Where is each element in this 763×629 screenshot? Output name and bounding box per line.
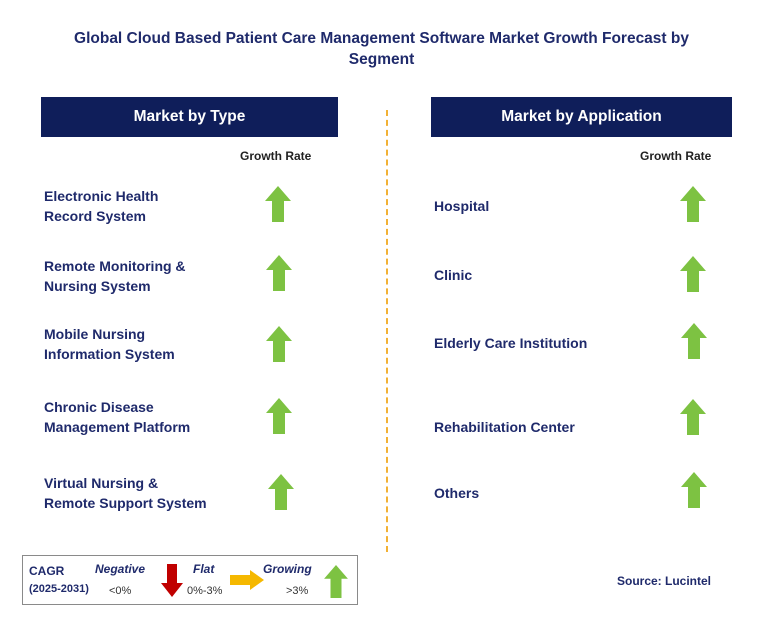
type-row-4-line2: Management Platform — [44, 419, 191, 435]
type-row-1-growing-arrow-icon — [265, 186, 291, 222]
type-row-2-growing-arrow-icon — [266, 255, 292, 291]
cagr-legend: CAGR (2025-2031) Negative <0% Flat 0%-3%… — [22, 555, 358, 605]
source-label: Source: Lucintel — [617, 574, 712, 588]
panel-divider — [386, 110, 388, 552]
market-by-type-label: Market by Type — [133, 108, 246, 125]
application-row-2-growing-arrow-icon — [680, 256, 706, 292]
application-row-5-label: Others — [434, 485, 480, 501]
type-row-5-growing-arrow-icon — [268, 474, 294, 510]
type-row-5-line2: Remote Support System — [44, 495, 207, 511]
type-row-2-label: Remote Monitoring & Nursing System — [44, 256, 186, 296]
type-row-5-line1: Virtual Nursing & — [44, 475, 159, 491]
legend-negative-label: Negative — [95, 562, 146, 576]
type-row-1-line2: Record System — [44, 208, 146, 224]
type-row-4-label: Chronic Disease Management Platform — [44, 397, 190, 437]
application-row-4-label: Rehabilitation Center — [434, 419, 575, 435]
type-row-4-line1: Chronic Disease — [44, 399, 154, 415]
negative-arrow-icon — [161, 564, 183, 597]
application-row-5-growing-arrow-icon — [681, 472, 707, 508]
type-row-1-line1: Electronic Health — [44, 188, 159, 204]
legend-period-label: (2025-2031) — [29, 583, 89, 595]
application-row-4-growing-arrow-icon — [680, 399, 706, 435]
legend-cagr-label: CAGR — [29, 564, 65, 578]
application-row-3-label: Elderly Care Institution — [434, 335, 588, 351]
type-row-5-label: Virtual Nursing & Remote Support System — [44, 473, 207, 513]
application-row-1-growing-arrow-icon — [680, 186, 706, 222]
application-row-2-label: Clinic — [434, 267, 473, 283]
application-row-3-growing-arrow-icon — [681, 323, 707, 359]
type-row-3-line2: Information System — [44, 346, 175, 362]
legend-growing-value: >3% — [286, 585, 309, 597]
legend-negative-value: <0% — [109, 585, 132, 597]
legend-flat-label: Flat — [193, 562, 215, 576]
legend-growing-label: Growing — [263, 562, 312, 576]
application-row-1-label: Hospital — [434, 198, 490, 214]
right-growth-rate-label: Growth Rate — [640, 149, 712, 163]
market-by-application-label: Market by Application — [501, 108, 662, 125]
market-by-type-header: Market by Type — [41, 97, 338, 137]
page-title: Global Cloud Based Patient Care Manageme… — [74, 30, 689, 68]
type-row-3-line1: Mobile Nursing — [44, 326, 146, 342]
type-row-3-label: Mobile Nursing Information System — [44, 324, 175, 364]
market-by-application-header: Market by Application — [431, 97, 732, 137]
type-row-3-growing-arrow-icon — [266, 326, 292, 362]
growing-arrow-icon — [324, 565, 348, 598]
type-row-2-line2: Nursing System — [44, 278, 151, 294]
type-row-4-growing-arrow-icon — [266, 398, 292, 434]
type-row-1-label: Electronic Health Record System — [44, 186, 158, 226]
legend-flat-value: 0%-3% — [187, 585, 223, 597]
left-growth-rate-label: Growth Rate — [240, 149, 312, 163]
flat-arrow-icon — [230, 570, 264, 590]
type-row-2-line1: Remote Monitoring & — [44, 258, 186, 274]
